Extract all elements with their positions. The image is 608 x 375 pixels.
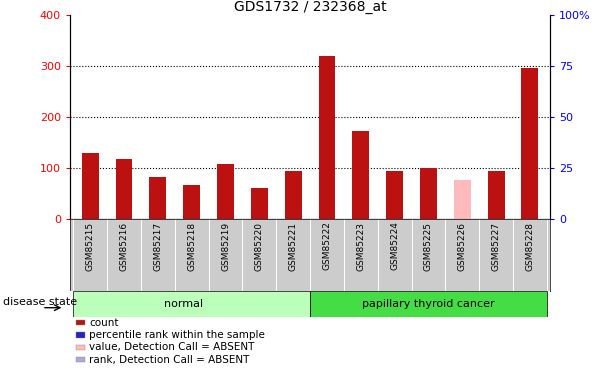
Bar [150, 177, 167, 219]
Bar [353, 131, 369, 219]
Text: rank, Detection Call = ABSENT: rank, Detection Call = ABSENT [89, 355, 250, 364]
Bar [420, 168, 437, 219]
Text: GSM85218: GSM85218 [187, 222, 196, 271]
Text: GSM85219: GSM85219 [221, 222, 230, 271]
Bar [183, 184, 200, 219]
Bar [488, 171, 505, 219]
Text: count: count [89, 318, 119, 327]
Bar [81, 153, 98, 219]
Text: GSM85227: GSM85227 [492, 222, 500, 270]
Text: GSM85217: GSM85217 [153, 222, 162, 271]
Bar [522, 68, 539, 219]
Text: GSM85224: GSM85224 [390, 222, 399, 270]
Bar [310, 291, 547, 317]
Text: GSM85223: GSM85223 [356, 222, 365, 270]
Text: GSM85228: GSM85228 [525, 222, 534, 270]
Bar [251, 188, 268, 219]
Text: GSM85225: GSM85225 [424, 222, 433, 270]
Text: GSM85215: GSM85215 [86, 222, 95, 271]
Text: GSM85220: GSM85220 [255, 222, 264, 270]
Text: GSM85222: GSM85222 [322, 222, 331, 270]
Text: value, Detection Call = ABSENT: value, Detection Call = ABSENT [89, 342, 255, 352]
Bar [217, 164, 234, 219]
Title: GDS1732 / 232368_at: GDS1732 / 232368_at [233, 0, 387, 14]
Text: disease state: disease state [3, 297, 77, 307]
Text: GSM85226: GSM85226 [458, 222, 467, 270]
Bar [454, 180, 471, 219]
Bar [285, 171, 302, 219]
Bar [319, 56, 336, 219]
Bar [116, 159, 133, 219]
Text: GSM85216: GSM85216 [120, 222, 128, 271]
Bar [74, 291, 310, 317]
Text: papillary thyroid cancer: papillary thyroid cancer [362, 299, 495, 309]
Text: percentile rank within the sample: percentile rank within the sample [89, 330, 265, 340]
Text: normal: normal [164, 299, 203, 309]
Bar [386, 171, 403, 219]
Text: GSM85221: GSM85221 [289, 222, 298, 270]
